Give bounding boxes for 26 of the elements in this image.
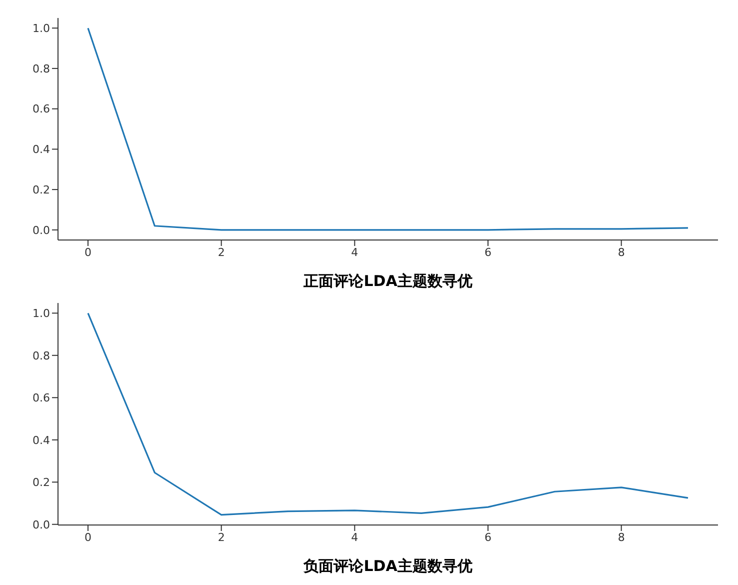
x-tick-label: 4 xyxy=(351,246,358,259)
y-tick-label: 0.2 xyxy=(32,183,50,196)
y-tick-label: 0.4 xyxy=(32,143,50,156)
x-tick-label: 8 xyxy=(618,530,625,544)
y-tick-label: 0.0 xyxy=(32,518,50,532)
y-tick-label: 0.6 xyxy=(32,102,50,116)
x-axis-title: 正面评论LDA主题数寻优 xyxy=(302,272,472,290)
y-tick-label: 0.0 xyxy=(32,224,50,237)
y-tick-label: 0.8 xyxy=(32,62,50,76)
x-tick-label: 0 xyxy=(84,530,92,544)
y-tick-label: 0.4 xyxy=(32,434,50,447)
y-tick-label: 0.8 xyxy=(32,349,50,362)
x-axis-title: 负面评论LDA主题数寻优 xyxy=(302,557,472,575)
line-series xyxy=(87,312,689,516)
x-tick-label: 2 xyxy=(218,530,225,544)
line-series xyxy=(87,27,689,231)
x-tick-label: 6 xyxy=(484,246,492,259)
x-tick-label: 2 xyxy=(218,246,225,259)
y-tick-label: 1.0 xyxy=(32,22,50,35)
y-tick-label: 0.2 xyxy=(32,476,50,490)
x-tick-label: 8 xyxy=(618,246,625,259)
y-tick-label: 0.6 xyxy=(32,392,50,405)
y-tick-label: 1.0 xyxy=(32,307,50,320)
x-tick-label: 0 xyxy=(84,246,92,259)
x-tick-label: 6 xyxy=(484,530,492,544)
x-tick-label: 4 xyxy=(351,530,358,544)
